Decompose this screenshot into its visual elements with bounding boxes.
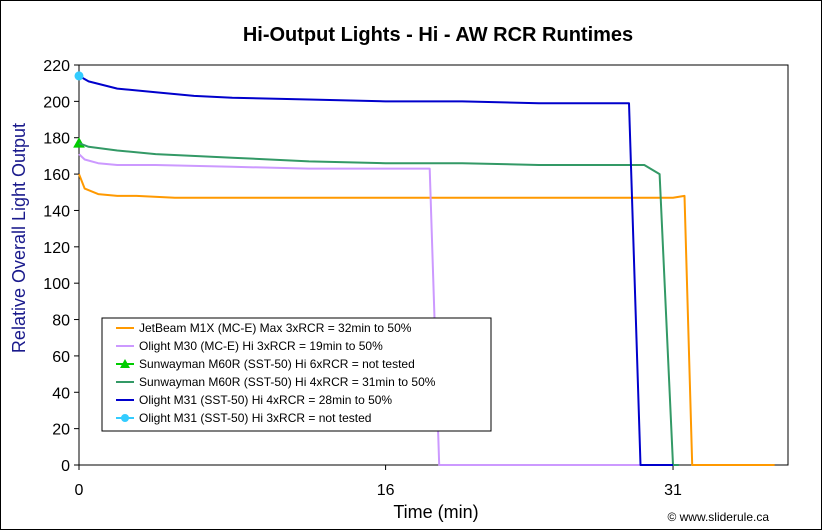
y-tick-label: 200 — [43, 94, 70, 111]
legend-entry-1: JetBeam M1X (MC-E) Max 3xRCR = 32min to … — [139, 321, 412, 335]
credit-text: © www.sliderule.ca — [667, 510, 769, 524]
x-tick-label: 16 — [377, 482, 395, 499]
y-tick-label: 120 — [43, 240, 70, 257]
x-axis-label: Time (min) — [393, 502, 478, 522]
legend-box — [101, 317, 492, 432]
x-tick-label: 31 — [664, 482, 682, 499]
y-axis-label: Relative Overall Light Output — [9, 123, 29, 353]
legend-entry-5: Olight M31 (SST-50) Hi 4xRCR = 28min to … — [139, 393, 392, 407]
series-line-5 — [78, 75, 673, 466]
y-tick-label: 20 — [52, 422, 70, 439]
legend-entry-4: Sunwayman M60R (SST-50) Hi 4xRCR = 31min… — [139, 375, 436, 389]
y-tick-label: 220 — [43, 58, 70, 75]
series-line-1 — [78, 173, 775, 466]
y-axis: 0 20 40 60 80 100 120 140 160 180 200 220 — [43, 58, 79, 475]
y-tick-label: 160 — [43, 167, 70, 184]
legend-marker-6 — [121, 414, 129, 422]
y-tick-label: 100 — [43, 276, 70, 293]
series-point-6 — [74, 71, 84, 81]
y-tick-label: 40 — [52, 385, 70, 402]
chart-title: Hi-Output Lights - Hi - AW RCR Runtimes — [243, 24, 633, 46]
y-tick-label: 180 — [43, 131, 70, 148]
series-line-4 — [78, 142, 679, 466]
legend-entry-3: Sunwayman M60R (SST-50) Hi 6xRCR = not t… — [139, 357, 415, 371]
y-tick-label: 60 — [52, 349, 70, 366]
y-tick-label: 80 — [52, 313, 70, 330]
legend-entry-2: Olight M30 (MC-E) Hi 3xRCR = 19min to 50… — [139, 339, 383, 353]
series-layer — [73, 71, 775, 466]
series-line-2 — [78, 153, 654, 466]
legend: JetBeam M1X (MC-E) Max 3xRCR = 32min to … — [101, 317, 492, 432]
y-tick-label: 140 — [43, 203, 70, 220]
x-tick-label: 0 — [75, 482, 84, 499]
x-axis: 0 16 31 — [75, 465, 682, 499]
legend-marker-3 — [120, 359, 130, 368]
y-tick-label: 0 — [61, 458, 70, 475]
legend-entry-6: Olight M31 (SST-50) Hi 3xRCR = not teste… — [139, 411, 371, 425]
